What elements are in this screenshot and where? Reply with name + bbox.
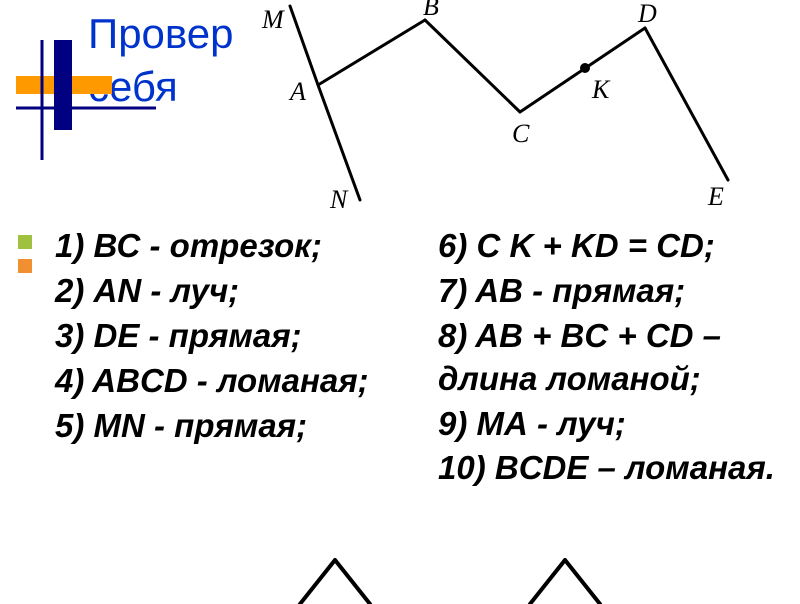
segment-AN xyxy=(318,85,360,200)
list-item: 10) BCDE – ломаная. xyxy=(438,447,798,490)
list-item: 8) AB + BC + CD – длина ломаной; xyxy=(438,315,798,401)
segment-BC xyxy=(425,20,520,112)
label-M: M xyxy=(261,5,285,34)
right-column: 6) C K + KD = CD;7) AB - прямая;8) AB + … xyxy=(438,225,798,492)
list-item: 9) МА - луч; xyxy=(438,403,798,446)
segment-AB xyxy=(318,20,425,85)
list-item: 2) АN - луч; xyxy=(55,270,390,313)
label-B: B xyxy=(423,0,439,21)
label-D: D xyxy=(637,0,657,28)
label-C: C xyxy=(512,119,530,148)
caret-icon xyxy=(300,560,370,604)
side-bullets xyxy=(18,235,32,273)
statements-columns: 1) ВС - отрезок;2) АN - луч;3) DE - прям… xyxy=(55,225,798,492)
list-item: 3) DE - прямая; xyxy=(55,315,390,358)
bullet-icon xyxy=(18,235,32,249)
caret-icon xyxy=(530,560,600,604)
label-N: N xyxy=(329,185,349,214)
list-item: 1) ВС - отрезок; xyxy=(55,225,390,268)
list-item: 4) ABCD - ломаная; xyxy=(55,360,390,403)
decor-vert-bar xyxy=(54,40,72,130)
list-item: 5) MN - прямая; xyxy=(55,405,390,448)
bullet-icon xyxy=(18,259,32,273)
geometry-diagram: M A N B C K D E xyxy=(180,0,740,225)
label-K: K xyxy=(591,75,611,104)
list-item: 7) AB - прямая; xyxy=(438,270,798,313)
label-E: E xyxy=(707,182,724,211)
corner-decoration xyxy=(16,40,156,160)
list-item: 6) C K + KD = CD; xyxy=(438,225,798,268)
segment-MA xyxy=(290,6,318,85)
bottom-carets xyxy=(0,558,800,604)
segment-DE xyxy=(645,28,728,180)
point-K xyxy=(580,63,590,73)
left-column: 1) ВС - отрезок;2) АN - луч;3) DE - прям… xyxy=(55,225,390,492)
label-A: A xyxy=(288,77,306,106)
